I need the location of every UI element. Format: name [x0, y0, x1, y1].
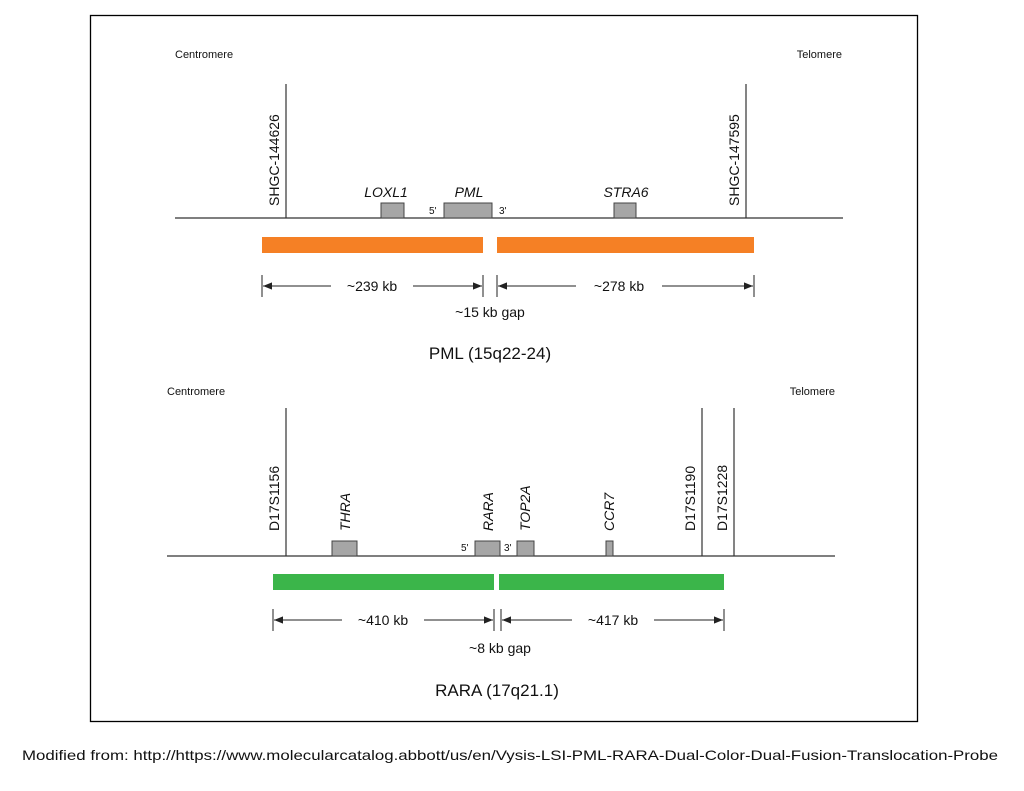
centromere-label: Centromere — [175, 49, 233, 61]
telomere-label: Telomere — [790, 386, 835, 398]
size-label: ~278 kb — [594, 278, 644, 294]
marker-label: D17S1190 — [682, 466, 698, 531]
pml-panel: Centromere Telomere SHGC-144626 SHGC-147… — [175, 49, 843, 363]
five-prime: 5' — [461, 543, 469, 554]
gap-label: ~8 kb gap — [469, 640, 531, 656]
marker-label: D17S1228 — [714, 465, 730, 531]
rara-panel: Centromere Telomere D17S1156 D17S1190 D1… — [167, 386, 835, 700]
gene-label: STRA6 — [603, 184, 648, 200]
probe-bar — [499, 574, 724, 590]
size-label: ~239 kb — [347, 278, 397, 294]
gene-box — [443, 202, 493, 219]
gene-box — [613, 202, 637, 219]
gene-box — [605, 540, 614, 557]
gene-label: TOP2A — [517, 485, 533, 531]
gene-box — [474, 540, 501, 557]
telomere-label: Telomere — [797, 49, 842, 61]
probe-bar — [273, 574, 494, 590]
marker-label: SHGC-147595 — [726, 114, 742, 206]
probe-bar — [497, 237, 754, 253]
gene-label: RARA — [480, 492, 496, 531]
gene-label: CCR7 — [601, 492, 617, 531]
source-note: Modified from: http://https://www.molecu… — [22, 747, 998, 763]
three-prime: 3' — [499, 206, 507, 217]
dimension — [261, 275, 755, 297]
size-label: ~417 kb — [588, 612, 638, 628]
size-label: ~410 kb — [358, 612, 408, 628]
gene-label: PML — [455, 184, 484, 200]
gene-box — [516, 540, 535, 557]
caption: RARA (17q21.1) — [435, 681, 559, 700]
centromere-label: Centromere — [167, 386, 225, 398]
probe-bar — [262, 237, 483, 253]
marker-label: SHGC-144626 — [266, 114, 282, 206]
five-prime: 5' — [429, 206, 437, 217]
gene-box — [331, 540, 358, 557]
gene-box — [380, 202, 405, 219]
gene-label: THRA — [337, 493, 353, 531]
gene-label: LOXL1 — [364, 184, 408, 200]
frame — [89, 14, 919, 723]
dimension — [272, 609, 725, 631]
gap-label: ~15 kb gap — [455, 304, 525, 320]
marker-label: D17S1156 — [266, 466, 282, 531]
caption: PML (15q22-24) — [429, 344, 551, 363]
three-prime: 3' — [504, 543, 512, 554]
